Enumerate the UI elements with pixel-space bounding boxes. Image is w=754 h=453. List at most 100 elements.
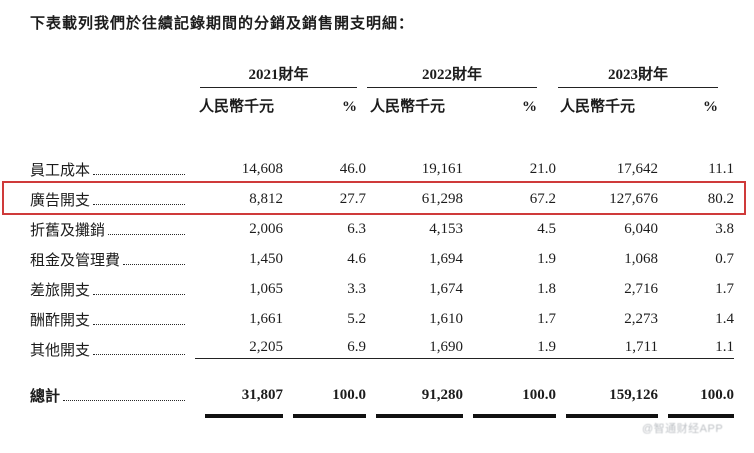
expenses-table: 2021財年 2022財年 2023財年 人民幣千元 % 人民幣千元 % 人民幣… <box>30 50 734 418</box>
watermark: @智通财经APP <box>642 423 724 435</box>
dot-leader <box>93 323 185 325</box>
cell-value: 4.6 <box>347 250 366 267</box>
cell-value: 67.2 <box>529 190 556 207</box>
row-label-cell: 折舊及攤銷 <box>30 219 195 240</box>
cell-value: 0.7 <box>715 250 734 267</box>
subheader-amount: 人民幣千元 <box>370 99 446 115</box>
total-gap <box>30 364 734 380</box>
page-title: 下表載列我們於往績記錄期間的分銷及銷售開支明細： <box>30 16 415 32</box>
cell-value: 1,690 <box>366 339 463 359</box>
header-spacer <box>30 50 195 88</box>
year-group-label: 2023財年 <box>558 63 718 88</box>
table-row-other: 其他開支 2,205 6.9 1,690 1.9 1,711 1.1 <box>30 334 734 364</box>
double-rule <box>463 414 556 418</box>
cell-value: 4,153 <box>429 220 463 237</box>
double-rule <box>195 414 283 418</box>
cell-value: 1,661 <box>249 310 283 327</box>
row-label-cell: 廣告開支 <box>30 189 195 210</box>
cell-value: 3.8 <box>715 220 734 237</box>
row-label-cell: 酬酢開支 <box>30 309 195 330</box>
cell-value: 127,676 <box>609 190 658 207</box>
cell-value: 2,205 <box>195 339 283 359</box>
subheader-row: 人民幣千元 % 人民幣千元 % 人民幣千元 % <box>30 88 734 120</box>
cell-value: 1,610 <box>429 310 463 327</box>
cell-value: 1,065 <box>249 280 283 297</box>
cell-value: 8,812 <box>249 190 283 207</box>
double-rule <box>658 414 734 418</box>
row-label: 其他開支 <box>30 342 91 359</box>
cell-value: 1.9 <box>537 250 556 267</box>
year-group-label: 2022財年 <box>367 63 537 88</box>
total-double-rules <box>30 414 734 418</box>
subheader-amount: 人民幣千元 <box>560 99 636 115</box>
year-group-2021: 2021財年 <box>195 50 366 88</box>
cell-value: 1,674 <box>429 280 463 297</box>
cell-value: 46.0 <box>339 160 366 177</box>
cell-value: 2,273 <box>624 310 658 327</box>
year-group-2022: 2022財年 <box>366 50 556 88</box>
row-label: 酬酢開支 <box>30 312 91 329</box>
subheader-percent: % <box>703 99 718 115</box>
cell-value: 1.7 <box>715 280 734 297</box>
total-label: 總計 <box>30 388 61 405</box>
row-label-cell: 租金及管理費 <box>30 249 195 270</box>
cell-value: 6.9 <box>283 339 366 359</box>
cell-value: 1.7 <box>537 310 556 327</box>
dot-leader <box>93 293 185 295</box>
dot-leader <box>123 263 185 265</box>
cell-value: 19,161 <box>421 160 463 177</box>
cell-value: 61,298 <box>421 190 463 207</box>
cell-value: 6,040 <box>624 220 658 237</box>
total-value: 100.0 <box>332 386 366 403</box>
table-row-rent-management: 租金及管理費 1,450 4.6 1,694 1.9 1,068 0.7 <box>30 244 734 274</box>
cell-value: 1.9 <box>463 339 556 359</box>
cell-value: 21.0 <box>529 160 556 177</box>
table-row-staff-costs: 員工成本 14,608 46.0 19,161 21.0 17,642 11.1 <box>30 154 734 184</box>
cell-value: 17,642 <box>616 160 658 177</box>
cell-value: 11.1 <box>708 160 734 177</box>
table-row-entertainment: 酬酢開支 1,661 5.2 1,610 1.7 2,273 1.4 <box>30 304 734 334</box>
cell-value: 80.2 <box>707 190 734 207</box>
cell-value: 1.1 <box>658 339 734 359</box>
row-label: 員工成本 <box>30 162 91 179</box>
cell-value: 1,450 <box>249 250 283 267</box>
year-group-label: 2021財年 <box>200 63 357 88</box>
cell-value: 1,068 <box>624 250 658 267</box>
cell-value: 1,711 <box>556 339 658 359</box>
cell-value: 2,716 <box>624 280 658 297</box>
row-label-cell: 總計 <box>30 385 195 406</box>
double-rule <box>283 414 366 418</box>
year-header-row: 2021財年 2022財年 2023財年 <box>30 50 734 88</box>
row-label-cell: 差旅開支 <box>30 279 195 300</box>
dot-leader <box>63 399 185 401</box>
total-value: 159,126 <box>609 386 658 403</box>
cell-value: 6.3 <box>347 220 366 237</box>
cell-value: 5.2 <box>347 310 366 327</box>
dot-leader <box>93 203 185 205</box>
dot-leader <box>93 173 185 175</box>
row-label: 差旅開支 <box>30 282 91 299</box>
subheader-amount: 人民幣千元 <box>199 99 275 115</box>
table-row-advertising-highlighted: 廣告開支 8,812 27.7 61,298 67.2 127,676 80.2 <box>30 184 734 214</box>
rule-spacer <box>30 414 195 418</box>
cell-value: 27.7 <box>339 190 366 207</box>
total-value: 100.0 <box>522 386 556 403</box>
cell-value: 1.4 <box>715 310 734 327</box>
header-body-gap <box>30 120 734 154</box>
row-label-cell: 其他開支 <box>30 339 195 360</box>
cell-value: 14,608 <box>241 160 283 177</box>
dot-leader <box>93 353 185 355</box>
cell-value: 1.8 <box>537 280 556 297</box>
cell-value: 1,694 <box>429 250 463 267</box>
row-label: 廣告開支 <box>30 192 91 209</box>
year-group-2023: 2023財年 <box>556 50 734 88</box>
row-label-cell: 員工成本 <box>30 159 195 180</box>
total-value: 100.0 <box>700 386 734 403</box>
total-value: 91,280 <box>421 386 463 403</box>
cell-value: 4.5 <box>537 220 556 237</box>
table-row-total: 總計 31,807 100.0 91,280 100.0 159,126 100… <box>30 380 734 410</box>
double-rule <box>556 414 658 418</box>
table-row-travel: 差旅開支 1,065 3.3 1,674 1.8 2,716 1.7 <box>30 274 734 304</box>
row-label: 租金及管理費 <box>30 252 121 269</box>
